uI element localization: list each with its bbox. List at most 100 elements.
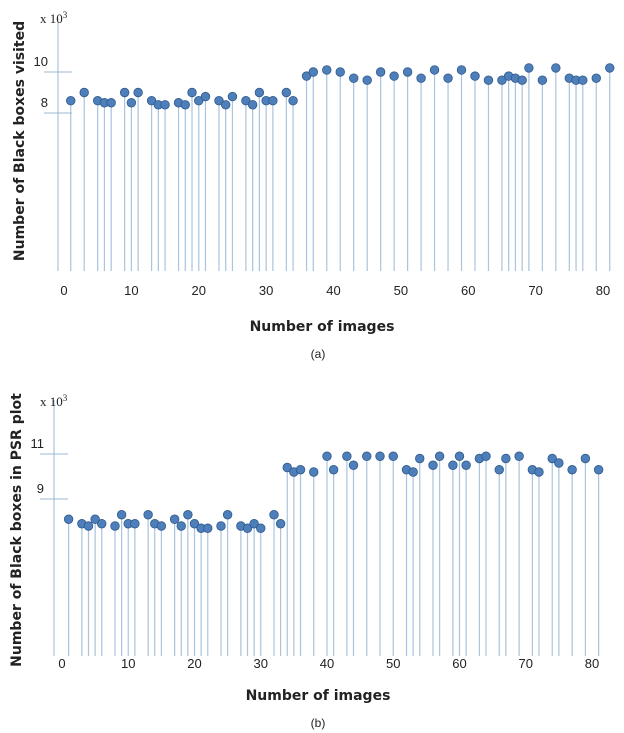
- x-tick-label: 10: [124, 283, 138, 298]
- data-point: [249, 519, 259, 529]
- data-point: [63, 514, 74, 524]
- data-point: [241, 95, 251, 106]
- x-tick-label: 80: [596, 283, 610, 298]
- data-point: [268, 95, 278, 106]
- data-point: [220, 100, 231, 110]
- data-point: [517, 75, 527, 85]
- x-tick-label: 60: [461, 283, 475, 298]
- data-point: [309, 467, 319, 477]
- data-point: [605, 63, 615, 73]
- data-point: [534, 467, 544, 477]
- data-point: [375, 451, 385, 461]
- data-point: [456, 65, 467, 75]
- data-point: [288, 95, 298, 106]
- data-point: [275, 519, 286, 529]
- x-tick-label: 70: [528, 283, 542, 298]
- data-point: [176, 521, 186, 531]
- data-point: [434, 451, 445, 461]
- data-point: [443, 73, 453, 83]
- data-point: [567, 465, 577, 475]
- data-point: [461, 460, 471, 470]
- data-point: [402, 67, 413, 77]
- data-point: [408, 467, 418, 477]
- data-point: [160, 100, 170, 110]
- x-tick-label: 0: [60, 283, 67, 298]
- x-tick-label: 80: [585, 656, 599, 671]
- data-point: [156, 521, 167, 531]
- data-point: [116, 510, 127, 520]
- panel-b-markers: [63, 451, 604, 533]
- panel-a-markers: [66, 63, 615, 110]
- x-tick-label: 60: [452, 656, 466, 671]
- data-point: [214, 95, 224, 106]
- data-point: [130, 519, 140, 529]
- data-point: [97, 519, 107, 529]
- data-point: [203, 523, 213, 533]
- panel-b: 9 11 0 10 20 30 40 50 60 70 80 x 103 Number of Bla…: [9, 393, 604, 730]
- data-point: [247, 100, 258, 110]
- y-tick-label: 11: [31, 436, 45, 451]
- panel-b-axes: 9 11 0 10 20 30 40 50 60 70 80: [31, 400, 599, 671]
- panel-b-stems: [68, 456, 600, 656]
- x-tick-label: 40: [320, 656, 334, 671]
- data-point: [362, 451, 372, 461]
- data-point: [335, 67, 345, 77]
- panel-b-xlabel: Number of images: [246, 688, 391, 704]
- data-point: [578, 75, 588, 85]
- data-point: [537, 75, 548, 85]
- panel-a-xlabel: Number of images: [250, 319, 395, 335]
- data-point: [187, 87, 197, 98]
- data-point: [349, 73, 359, 83]
- data-point: [322, 451, 332, 461]
- y-tick-label: 9: [37, 481, 44, 496]
- data-point: [481, 451, 491, 461]
- data-point: [119, 87, 130, 98]
- panel-a-multiplier: x 103: [40, 10, 68, 26]
- data-point: [281, 87, 292, 98]
- x-tick-label: 20: [192, 283, 206, 298]
- x-tick-label: 0: [58, 656, 65, 671]
- data-point: [524, 63, 534, 73]
- x-tick-label: 40: [326, 283, 340, 298]
- data-point: [429, 65, 440, 75]
- data-point: [494, 465, 504, 475]
- data-point: [256, 523, 266, 533]
- data-point: [180, 100, 190, 110]
- x-tick-label: 50: [394, 283, 408, 298]
- data-point: [483, 75, 494, 85]
- data-point: [416, 73, 426, 83]
- x-tick-label: 30: [254, 656, 268, 671]
- data-point: [301, 71, 312, 81]
- data-point: [428, 460, 438, 470]
- data-point: [308, 67, 318, 77]
- data-point: [126, 98, 137, 108]
- data-point: [66, 95, 76, 106]
- data-point: [551, 63, 561, 73]
- data-point: [222, 510, 233, 520]
- data-point: [282, 462, 292, 473]
- x-tick-label: 50: [386, 656, 400, 671]
- data-point: [375, 67, 386, 77]
- panel-b-multiplier: x 103: [40, 393, 68, 409]
- data-point: [254, 87, 265, 98]
- data-point: [227, 91, 238, 102]
- data-point: [389, 71, 399, 81]
- data-point: [79, 87, 89, 98]
- data-point: [415, 453, 425, 464]
- data-point: [580, 453, 591, 464]
- data-point: [554, 458, 564, 468]
- data-point: [448, 460, 458, 470]
- data-point: [501, 453, 511, 464]
- data-point: [189, 519, 200, 529]
- x-tick-label: 10: [121, 656, 135, 671]
- data-point: [348, 460, 359, 470]
- data-point: [593, 465, 604, 475]
- data-point: [194, 95, 204, 106]
- y-tick-label: 10: [34, 54, 48, 69]
- data-point: [295, 465, 306, 475]
- x-tick-label: 70: [519, 656, 533, 671]
- panel-a: 8 10 0 10 20 30 40 50 60 70 80 x 103 Number of Bla…: [12, 10, 615, 361]
- data-point: [146, 95, 157, 106]
- data-point: [242, 523, 253, 533]
